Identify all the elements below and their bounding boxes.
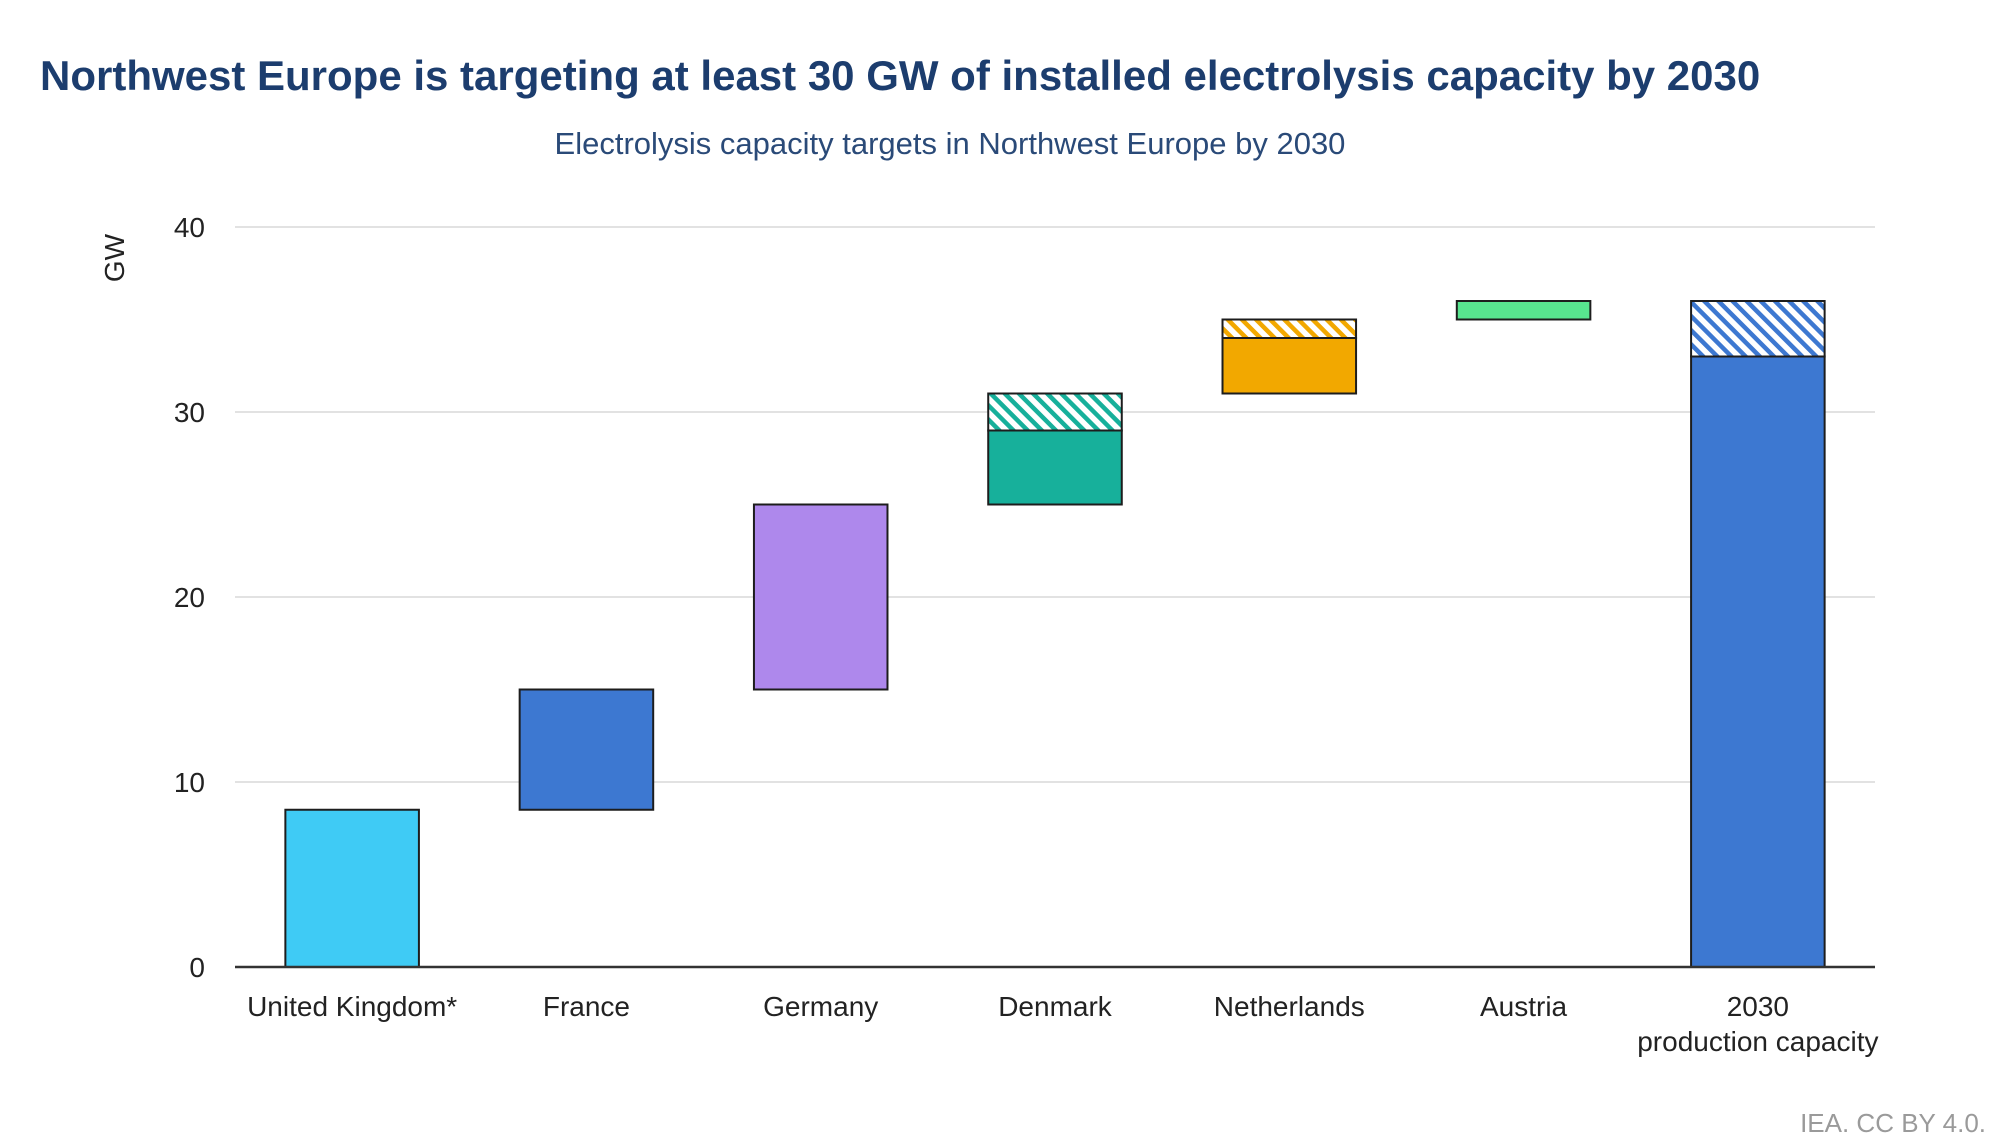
bar-netherlands-hatched bbox=[1221, 318, 1358, 339]
x-tick-label: Denmark bbox=[998, 991, 1113, 1022]
x-tick-label: Austria bbox=[1480, 991, 1568, 1022]
bar-france bbox=[518, 688, 655, 811]
chart-title: Northwest Europe is targeting at least 3… bbox=[40, 52, 1761, 99]
chart-subtitle: Electrolysis capacity targets in Northwe… bbox=[554, 126, 1346, 161]
y-tick-label: 30 bbox=[174, 397, 205, 428]
x-tick-label: United Kingdom* bbox=[247, 991, 457, 1022]
bar-denmark-hatched bbox=[987, 392, 1123, 432]
source-note: IEA. CC BY 4.0. bbox=[1800, 1108, 1986, 1138]
y-tick-label: 20 bbox=[174, 582, 205, 613]
bar-2030-production-capacity-hatched bbox=[1690, 300, 1826, 358]
x-tick-label: Germany bbox=[763, 991, 878, 1022]
bar-denmark bbox=[987, 429, 1123, 506]
bars bbox=[284, 300, 1826, 968]
bar-austria bbox=[1455, 300, 1592, 321]
x-tick-label: 2030 production capacity bbox=[1637, 991, 1878, 1057]
y-axis-ticks: 0 10 20 30 40 bbox=[174, 212, 205, 983]
bar-united-kingdom bbox=[284, 808, 420, 968]
x-axis-ticks: United Kingdom* France Germany Denmark Nethe… bbox=[247, 991, 1878, 1057]
y-tick-label: 10 bbox=[174, 767, 205, 798]
y-tick-label: 0 bbox=[189, 952, 205, 983]
x-tick-label: France bbox=[543, 991, 630, 1022]
x-tick-label: Netherlands bbox=[1214, 991, 1365, 1022]
bar-germany bbox=[752, 503, 889, 691]
y-tick-label: 40 bbox=[174, 212, 205, 243]
waterfall-chart: 0 10 20 30 40 United Kingdom* France Germany De… bbox=[99, 212, 1878, 1057]
bar-netherlands bbox=[1221, 337, 1358, 395]
y-axis-label: GW bbox=[99, 233, 130, 282]
bar-2030-production-capacity bbox=[1690, 355, 1826, 968]
